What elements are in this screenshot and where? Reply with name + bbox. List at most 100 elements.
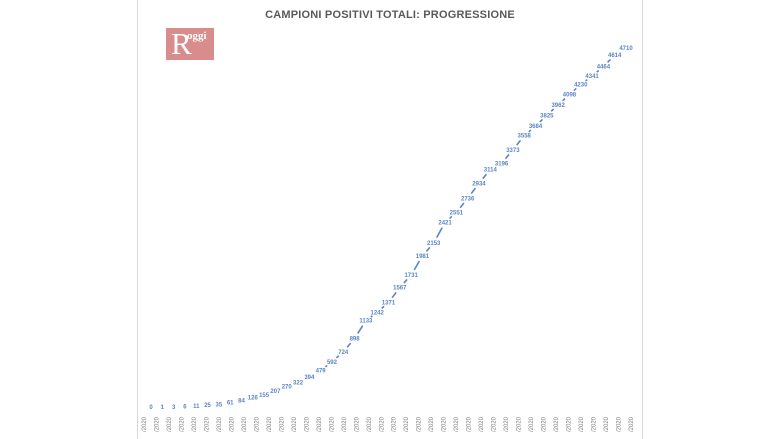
data-label: 1	[161, 405, 165, 411]
data-label: 3825	[540, 113, 554, 119]
series-segment	[585, 78, 588, 82]
data-label: 84	[238, 399, 245, 405]
chart-title: CAMPIONI POSITIVI TOTALI: PROGRESSIONE	[265, 9, 515, 21]
data-label: 4464	[597, 65, 611, 71]
data-label: 3373	[506, 148, 520, 154]
data-label: 322	[293, 380, 304, 386]
data-label: 11	[193, 404, 200, 410]
x-tick-label: /2020	[629, 416, 635, 432]
chart-frame	[137, 0, 643, 439]
x-tick-label: /2020	[292, 416, 298, 432]
data-label: 155	[259, 393, 270, 399]
data-label: 3962	[551, 103, 565, 109]
x-tick-label: /2020	[192, 416, 198, 432]
x-tick-label: /2020	[517, 416, 523, 432]
x-tick-label: /2020	[367, 416, 373, 432]
data-label: 35	[216, 402, 223, 408]
data-label: 207	[270, 389, 281, 395]
data-label: 2153	[427, 241, 441, 247]
x-tick-label: /2020	[417, 416, 423, 432]
x-tick-label: /2020	[604, 416, 610, 432]
data-label: 4341	[585, 74, 599, 80]
data-label: 2934	[472, 181, 486, 187]
data-label: 3196	[495, 161, 509, 167]
series-segment	[324, 364, 328, 368]
x-tick-label: /2020	[279, 416, 285, 432]
data-label: 1133	[359, 319, 373, 325]
series-segment	[573, 87, 577, 92]
x-tick-label: /2020	[429, 416, 435, 432]
data-label: 1981	[416, 254, 430, 260]
x-tick-label: /2020	[567, 416, 573, 432]
data-label: 61	[227, 400, 234, 406]
data-label: 270	[282, 384, 293, 390]
data-label: 479	[316, 368, 327, 374]
series-segment	[482, 173, 488, 180]
x-tick-label: /2020	[554, 416, 560, 432]
x-tick-label: /2020	[617, 416, 623, 432]
x-tick-label: /2020	[467, 416, 473, 432]
series-segment	[504, 153, 510, 160]
data-label: 898	[350, 337, 361, 343]
data-label: 3114	[484, 168, 498, 174]
x-tick-label: /2020	[217, 416, 223, 432]
data-label: 4230	[574, 82, 588, 88]
series-segment	[596, 69, 600, 73]
data-label: 3684	[529, 124, 543, 130]
x-tick-label: /2020	[329, 416, 335, 432]
x-tick-label: /2020	[579, 416, 585, 432]
x-tick-label: /2020	[592, 416, 598, 432]
logo-rest: oggi	[187, 30, 207, 42]
x-tick-label: /2020	[254, 416, 260, 432]
data-label: 126	[248, 395, 259, 401]
x-tick-label: /2020	[154, 416, 160, 432]
series-segment	[403, 278, 408, 284]
series-segment	[435, 227, 443, 238]
x-tick-label: /2020	[392, 416, 398, 432]
series-segment	[381, 305, 385, 309]
data-label: 4098	[563, 93, 577, 99]
series-segment	[516, 139, 522, 146]
roggi-logo: R oggi	[166, 26, 214, 61]
data-label: 4614	[608, 53, 622, 59]
x-tick-label: /2020	[342, 416, 348, 432]
series-segment	[449, 215, 453, 220]
x-tick-label: /2020	[454, 416, 460, 432]
series-segment	[470, 187, 477, 195]
x-tick-label: /2020	[142, 416, 148, 432]
x-tick-label: /2020	[304, 416, 310, 432]
data-label: 4710	[619, 46, 633, 52]
x-tick-label: /2020	[492, 416, 498, 432]
x-tick-label: /2020	[242, 416, 248, 432]
x-tick-label: /2020	[504, 416, 510, 432]
data-label: 2551	[450, 210, 464, 216]
x-tick-label: /2020	[354, 416, 360, 432]
x-tick-label: /2020	[179, 416, 185, 432]
x-tick-label: /2020	[542, 416, 548, 432]
series-segment	[346, 342, 352, 348]
data-label: 2421	[438, 220, 452, 226]
data-label: 1242	[371, 310, 385, 316]
data-label: 1731	[404, 273, 418, 279]
series-segment	[550, 108, 555, 112]
series-segment	[425, 246, 431, 252]
data-label: 724	[338, 350, 349, 356]
data-label: 3558	[518, 134, 532, 140]
x-tick-label: /2020	[529, 416, 535, 432]
series-segment	[391, 291, 397, 299]
data-label: 0	[149, 405, 153, 411]
x-tick-label: /2020	[442, 416, 448, 432]
data-label: 1371	[382, 300, 396, 306]
x-tick-label: /2020	[379, 416, 385, 432]
data-label: 394	[304, 375, 315, 381]
data-label: 25	[204, 403, 211, 409]
series-segment	[562, 97, 566, 102]
data-label: 2736	[461, 196, 475, 202]
data-label: 1567	[393, 286, 407, 292]
x-tick-label: /2020	[317, 416, 323, 432]
data-label: 6	[183, 405, 187, 411]
series-segment	[357, 325, 364, 334]
series-segment	[335, 355, 340, 359]
logo-letter: R	[171, 26, 192, 61]
